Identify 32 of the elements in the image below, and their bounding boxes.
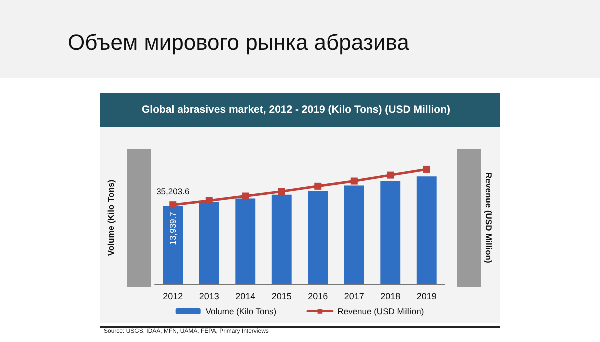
annotation: 13,939.7	[168, 212, 178, 246]
x-tick-label: 2019	[416, 292, 437, 302]
bar	[163, 206, 184, 284]
point	[206, 197, 213, 204]
bar	[236, 198, 256, 284]
annotation: 35,203.6	[156, 186, 190, 197]
y-axis-title: Volume (Kilo Tons)	[106, 180, 116, 256]
chart-subtitle: Global abrasives market, 2012 - 2019 (Kilo Tons) (USD Million)	[100, 93, 500, 127]
bar	[380, 181, 401, 284]
point	[387, 172, 394, 179]
bar	[308, 191, 328, 284]
x-tick-label: 2018	[380, 292, 401, 302]
point	[423, 166, 430, 173]
bar	[344, 186, 364, 284]
bar	[416, 176, 437, 284]
legend-label: Revenue (USD Million)	[338, 306, 424, 316]
bar	[272, 194, 292, 284]
point	[170, 202, 177, 209]
chart-title: Объем мирового рынка абразива	[68, 30, 410, 56]
x-tick-label: 2016	[308, 292, 328, 302]
bar	[199, 202, 220, 284]
point	[242, 192, 250, 200]
x-tick-label: 2013	[199, 292, 220, 302]
x-tick-label: 2014	[236, 292, 256, 302]
x-tick-label: 2017	[344, 292, 364, 302]
y2-axis-title: Revenue (USD Million)	[484, 172, 494, 264]
x-tick-label: 2015	[272, 292, 292, 302]
point	[278, 188, 286, 196]
x-tick-label: 2012	[163, 292, 184, 302]
point	[314, 182, 322, 190]
point	[350, 178, 358, 185]
legend-label: Volume (Kilo Tons)	[206, 306, 277, 316]
